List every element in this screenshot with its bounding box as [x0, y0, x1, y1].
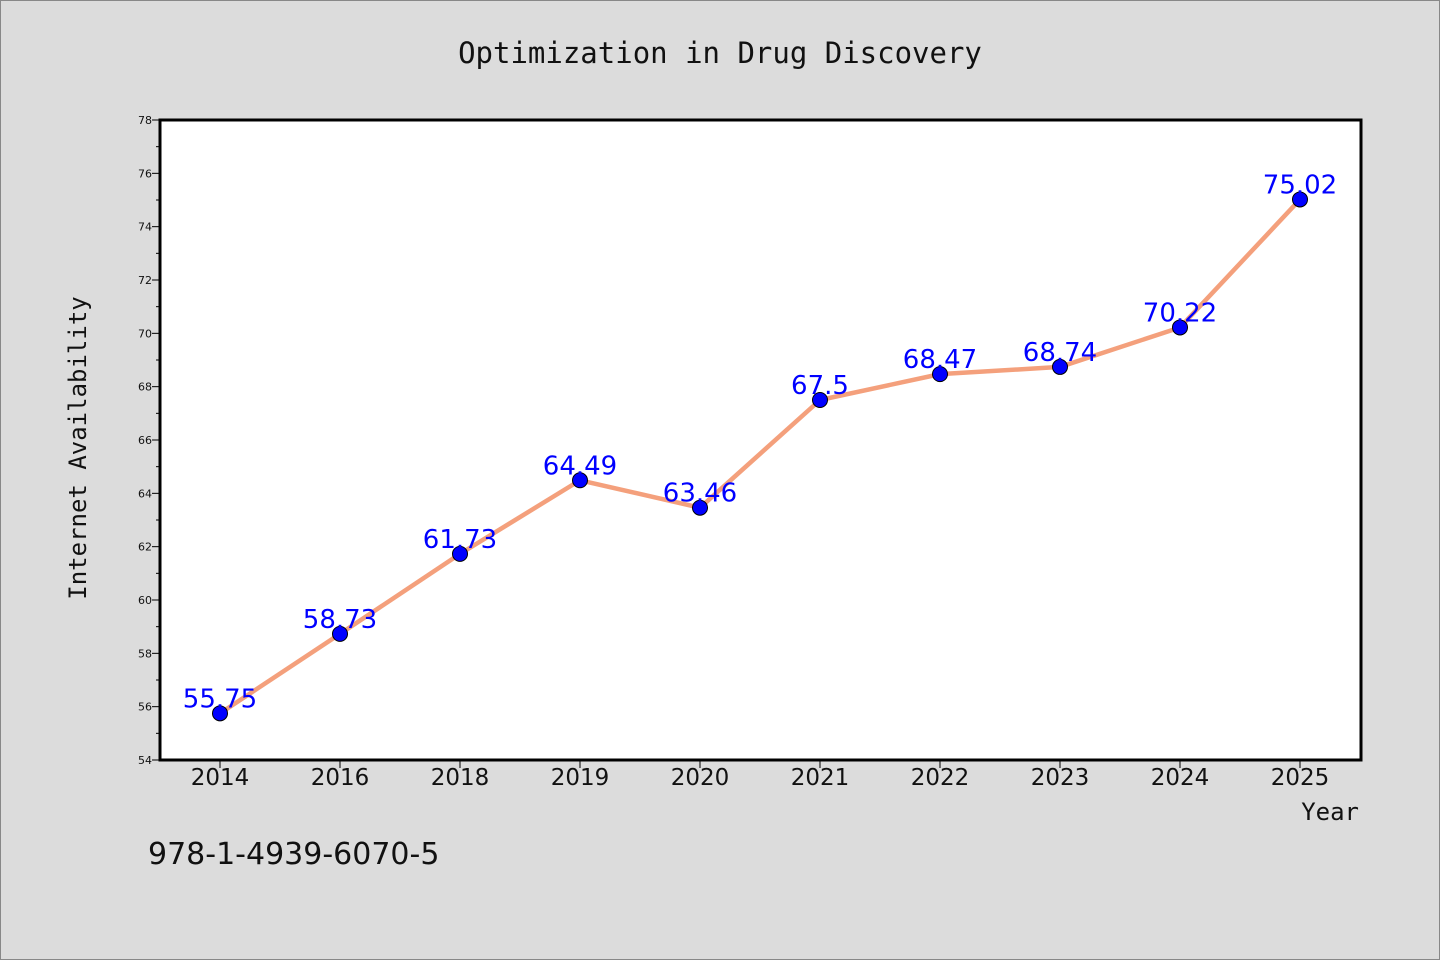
data-label: 67.5 [791, 371, 849, 401]
x-tick-label: 2021 [791, 765, 850, 791]
x-tick-label: 2020 [671, 765, 730, 791]
x-tick-label: 2019 [551, 765, 610, 791]
data-point [1292, 191, 1308, 208]
data-label: 61.73 [423, 525, 497, 555]
data-point [1172, 319, 1188, 336]
isbn-annotation: 978-1-4939-6070-5 [148, 837, 439, 872]
x-axis-label: Year [1301, 798, 1359, 826]
data-label: 63.46 [663, 479, 737, 509]
y-axis-label: Internet Availability [64, 296, 92, 599]
data-labels: 55.75 58.73 61.73 64.49 63.46 67.5 68.47 68.74 7… [183, 170, 1337, 714]
x-tick-label: 2018 [431, 765, 490, 791]
y-tick-label: 76 [138, 167, 152, 180]
data-point [332, 625, 348, 642]
data-point [692, 499, 708, 516]
x-tick-label: 2023 [1031, 765, 1090, 791]
chart-title: Optimization in Drug Discovery [458, 36, 982, 70]
y-tick-label: 62 [138, 541, 152, 554]
data-point [572, 472, 588, 489]
x-tick-label: 2014 [191, 765, 250, 791]
x-tick-label: 2024 [1151, 765, 1210, 791]
data-label: 58.73 [303, 605, 377, 635]
data-point [932, 366, 948, 383]
y-axis-ticks: 54 56 58 60 62 64 66 68 70 72 74 76 78 [138, 114, 160, 767]
x-tick-label: 2025 [1271, 765, 1330, 791]
y-tick-label: 54 [138, 754, 152, 767]
series-line [217, 197, 1303, 716]
y-tick-label: 74 [138, 221, 152, 234]
data-point [812, 392, 828, 408]
data-point [212, 705, 228, 722]
data-point [452, 545, 468, 562]
y-tick-label: 70 [138, 327, 152, 340]
y-tick-label: 60 [138, 594, 152, 607]
data-label: 55.75 [183, 684, 257, 714]
x-axis-ticks: 2014 2016 2018 2019 2020 2021 2022 2023 2024 2025 [191, 760, 1330, 791]
y-tick-label: 78 [138, 114, 152, 127]
series-layer [212, 191, 1308, 722]
data-label: 70.22 [1143, 298, 1217, 328]
data-label: 68.47 [903, 345, 977, 375]
data-label: 68.74 [1023, 338, 1097, 368]
data-label: 75.02 [1263, 170, 1337, 200]
y-tick-label: 64 [138, 487, 152, 500]
plot-area [158, 118, 1363, 762]
data-label: 64.49 [543, 451, 617, 481]
y-tick-label: 68 [138, 381, 152, 394]
y-tick-label: 66 [138, 434, 152, 447]
y-tick-label: 58 [138, 647, 152, 660]
data-point [1052, 358, 1068, 375]
y-tick-label: 56 [138, 701, 152, 714]
x-tick-label: 2016 [311, 765, 370, 791]
y-tick-label: 72 [138, 274, 152, 287]
x-tick-label: 2022 [911, 765, 970, 791]
